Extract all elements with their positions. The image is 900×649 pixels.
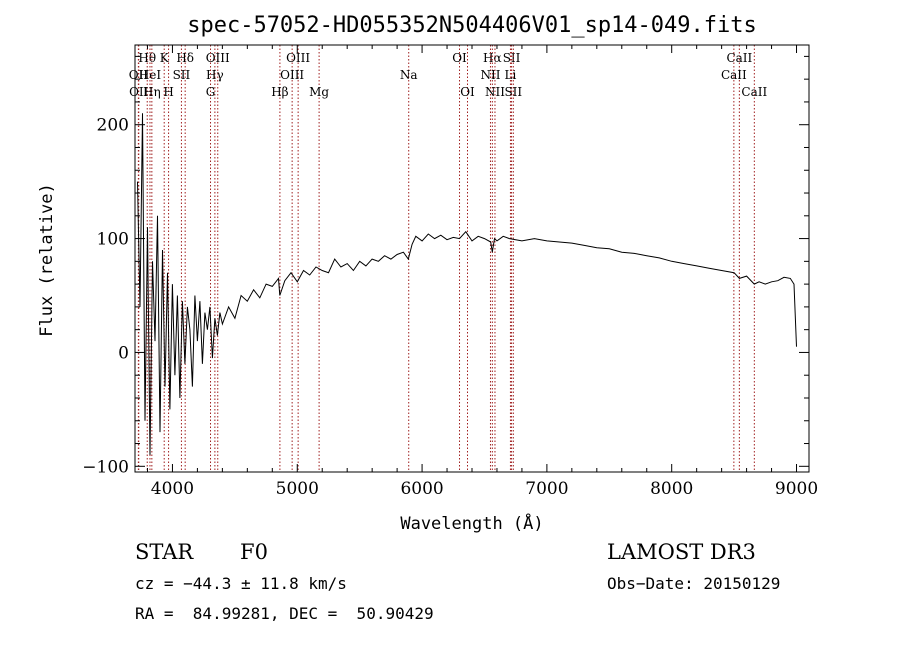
y-tick-label-3: 200: [97, 116, 129, 136]
marker-label-22: SII: [503, 51, 521, 65]
object-subclass: F0: [240, 540, 268, 564]
marker-label-9: OIII: [206, 51, 230, 65]
marker-label-26: CaII: [721, 68, 747, 82]
marker-label-3: HeI: [139, 68, 162, 82]
marker-label-6: H: [163, 85, 173, 99]
y-tick-label-2: 100: [97, 230, 129, 250]
x-axis-label: Wavelength (Å): [400, 512, 543, 534]
y-axis-label: Flux (relative): [37, 183, 57, 337]
marker-label-7: Hδ: [176, 51, 194, 65]
marker-label-15: Mg: [309, 85, 329, 99]
x-tick-label-4: 8000: [650, 479, 693, 499]
marker-label-5: K: [160, 51, 170, 65]
marker-label-11: G: [206, 85, 216, 99]
x-tick-label-1: 5000: [276, 479, 319, 499]
chart-title: spec-57052-HD055352N504406V01_sp14-049.f…: [187, 13, 757, 38]
spectrum-line: [137, 113, 797, 455]
marker-label-13: OIII: [286, 51, 310, 65]
marker-label-27: CaII: [741, 85, 767, 99]
x-tick-label-2: 6000: [400, 479, 443, 499]
marker-label-8: SII: [173, 68, 191, 82]
y-tick-label-1: 0: [118, 343, 129, 363]
marker-label-24: SII: [504, 85, 522, 99]
survey-name: LAMOST DR3: [607, 540, 756, 564]
marker-label-14: OIII: [280, 68, 304, 82]
x-tick-label-3: 7000: [525, 479, 568, 499]
spectrum-series: [137, 113, 797, 455]
marker-label-20: NII: [480, 68, 500, 82]
observation-date: Obs−Date: 20150129: [607, 574, 781, 593]
marker-label-4: Hη: [143, 85, 161, 99]
coordinates: RA = 84.99281, DEC = 50.90429: [135, 604, 434, 623]
redshift-velocity: cz = −44.3 ± 11.8 km/s: [135, 574, 347, 593]
x-tick-label-0: 4000: [151, 479, 194, 499]
marker-label-19: Hα: [483, 51, 502, 65]
marker-label-1: OII: [129, 68, 149, 82]
marker-label-23: Li: [505, 68, 517, 82]
plot-frame: [134, 44, 810, 473]
marker-label-16: Na: [400, 68, 418, 82]
marker-label-21: NII: [485, 85, 505, 99]
marker-label-10: Hγ: [206, 68, 224, 82]
marker-label-25: CaII: [726, 51, 752, 65]
x-tick-label-5: 9000: [775, 479, 818, 499]
marker-label-12: Hβ: [271, 85, 288, 99]
axis-ticks: 4000 5000 6000 7000 8000 9000 −100 0 100 200: [82, 45, 818, 499]
marker-label-0: Hθ: [138, 51, 156, 65]
object-class: STAR: [135, 540, 194, 564]
marker-label-2: OII: [129, 85, 149, 99]
y-tick-label-0: −100: [82, 457, 129, 477]
marker-label-18: OI: [460, 85, 475, 99]
marker-label-17: OI: [452, 51, 467, 65]
